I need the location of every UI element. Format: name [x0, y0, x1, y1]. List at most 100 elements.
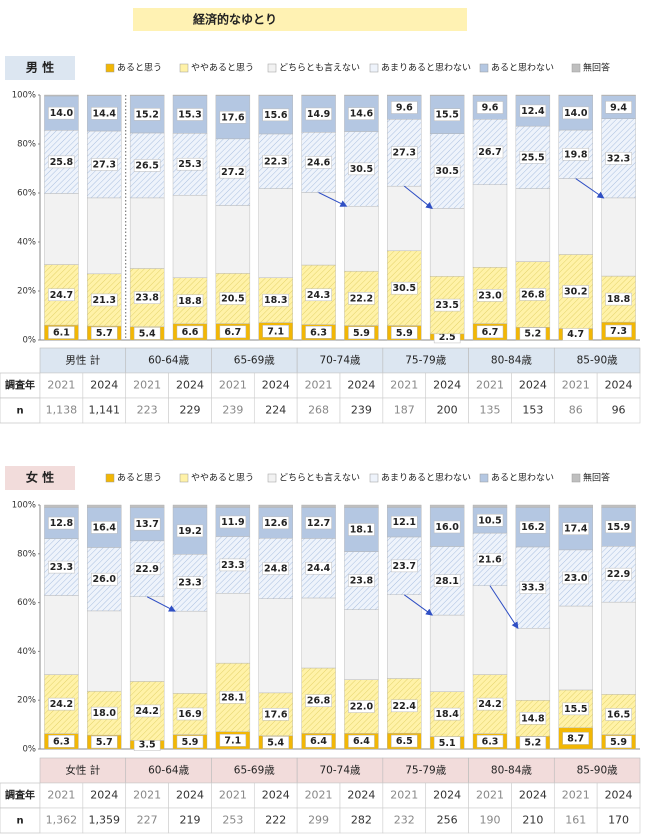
bar-segment: [44, 595, 79, 675]
data-label: 5.9: [610, 737, 627, 748]
data-label: 6.5: [396, 736, 413, 747]
n-value: 1,138: [46, 404, 78, 417]
data-label-box: [91, 293, 118, 307]
n-value: 210: [522, 814, 543, 827]
year-cell: [511, 372, 555, 399]
legend-label: ややあると思う: [191, 473, 254, 484]
n-cell: [382, 807, 427, 834]
data-label: 18.0: [93, 708, 117, 719]
n-value: 282: [351, 814, 372, 827]
data-label-box: [562, 702, 589, 716]
data-label: 5.9: [353, 328, 370, 339]
data-label: 5.1: [439, 738, 456, 749]
n-cell: [468, 807, 512, 834]
data-label-box: [433, 108, 461, 121]
n-cell: [596, 397, 641, 424]
x-tick-label: 2024: [347, 379, 375, 392]
bar-segment: [87, 197, 122, 275]
bar-segment: [472, 585, 508, 675]
data-label-box: [433, 520, 461, 534]
data-label: 18.3: [264, 295, 287, 306]
n-cell: [339, 397, 384, 424]
data-label: 15.5: [435, 110, 458, 121]
data-label-box: [305, 288, 332, 302]
x-tick-label: 2021: [476, 789, 504, 802]
legend-swatch: [105, 473, 115, 483]
bar-segment: [344, 504, 379, 508]
year-cell: [296, 782, 341, 809]
data-label: 16.4: [93, 522, 117, 533]
data-label: 19.2: [178, 526, 201, 537]
data-label-box: [476, 101, 504, 114]
n-value: 190: [480, 814, 501, 827]
data-label: 14.0: [50, 108, 74, 119]
bar-segment: [301, 94, 336, 96]
group-label: 80-84歳: [491, 765, 533, 777]
data-label-box: [262, 108, 289, 122]
x-tick-label: 2021: [219, 789, 247, 802]
data-label: 5.2: [524, 329, 541, 340]
group-label: 75-79歳: [405, 355, 447, 367]
data-label-box: [219, 734, 247, 747]
x-tick-label: 2021: [476, 379, 504, 392]
n-value: 227: [137, 814, 158, 827]
data-label-box: [562, 522, 589, 535]
n-value: 229: [180, 404, 201, 417]
n-cell: [211, 397, 255, 424]
data-label-box: [433, 736, 461, 750]
data-label-box: [391, 326, 418, 340]
data-label: 12.6: [264, 518, 288, 529]
bar-segment: [129, 596, 165, 682]
x-tick-label: 2024: [176, 789, 204, 802]
y-tick-label: 60%: [17, 598, 36, 608]
data-label-box: [133, 159, 161, 172]
group-label: 70-74歳: [319, 765, 361, 777]
n-cell: [596, 807, 641, 834]
data-label-box: [519, 288, 547, 301]
data-label-box: [476, 289, 504, 302]
group-cell: [39, 347, 127, 374]
data-label-box: [176, 157, 204, 171]
year-cell: [82, 372, 127, 399]
data-label-box: [562, 148, 589, 161]
data-label-box: [262, 708, 289, 721]
data-label-box: [348, 700, 375, 713]
data-label-box: [91, 706, 118, 720]
year-cell: [339, 372, 384, 399]
page-title: 経済的なゆとり: [193, 12, 277, 27]
data-label-box: [433, 164, 461, 178]
data-label: 26.8: [521, 289, 545, 300]
data-label: 9.4: [610, 102, 627, 113]
data-label: 5.7: [96, 328, 113, 339]
data-label-box: [519, 104, 547, 118]
y-tick-label: 80%: [17, 140, 36, 150]
year-cell: [425, 372, 469, 399]
data-label-box: [176, 325, 204, 339]
legend-swatch: [479, 63, 489, 73]
data-label: 14.0: [564, 108, 588, 119]
n-value: 200: [437, 404, 458, 417]
bar-segment: [87, 504, 122, 508]
x-tick-label: 2021: [562, 789, 590, 802]
bar-segment: [601, 197, 636, 277]
year-cell: [553, 372, 598, 399]
bar-segment: [258, 94, 293, 96]
bar-segment: [558, 605, 593, 691]
n-value: 239: [351, 404, 372, 417]
data-label: 9.6: [482, 102, 499, 113]
data-label-box: [219, 691, 247, 704]
bar-segment: [44, 94, 79, 97]
bar-segment: [515, 188, 551, 262]
row-header: n: [16, 816, 23, 827]
n-cell: [125, 397, 169, 424]
data-label: 15.5: [564, 704, 587, 715]
legend-swatch: [267, 63, 277, 73]
data-label: 6.7: [482, 327, 499, 338]
data-label: 24.2: [478, 699, 501, 710]
data-label: 21.3: [93, 295, 116, 306]
bar-segment: [258, 504, 293, 508]
data-label-box: [91, 326, 118, 340]
data-label-box: [476, 514, 504, 527]
data-label-box: [519, 327, 547, 340]
data-label: 26.0: [93, 574, 117, 585]
